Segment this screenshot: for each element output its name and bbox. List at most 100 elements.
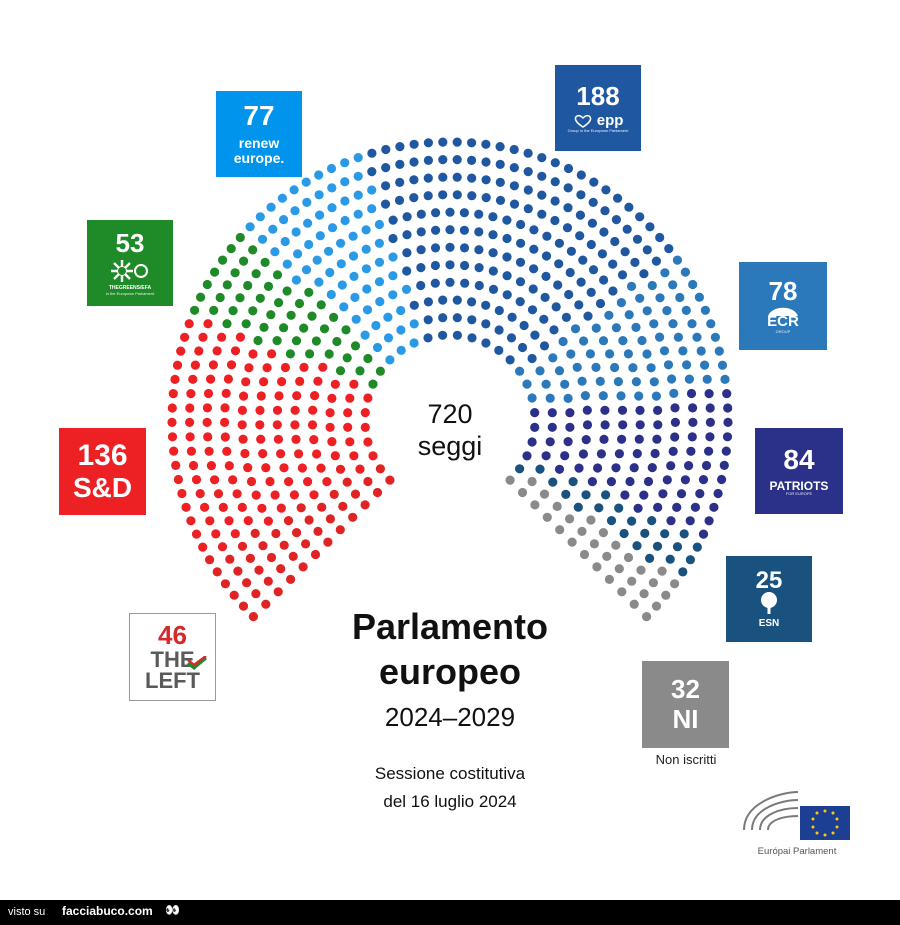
group-box-sd: 136 S&D bbox=[59, 428, 146, 515]
seat-renew-europe- bbox=[289, 185, 299, 195]
seat-ecr bbox=[681, 305, 691, 315]
epp-heart-icon bbox=[574, 115, 591, 129]
seat-s-d bbox=[198, 542, 208, 552]
seat-patriots bbox=[705, 403, 715, 413]
seat-esn bbox=[672, 542, 683, 552]
epp-logo: epp bbox=[573, 113, 623, 129]
seat-ecr bbox=[591, 362, 601, 372]
seat-epp bbox=[459, 225, 469, 235]
seat-epp bbox=[509, 199, 520, 209]
seat-patriots bbox=[670, 417, 681, 427]
seat-ecr bbox=[646, 363, 656, 373]
seat-s-d bbox=[188, 374, 198, 384]
footer-site-link[interactable]: facciabuco.com bbox=[62, 904, 153, 918]
left-logo-text: THE LEFT bbox=[145, 649, 200, 692]
seat-epp bbox=[575, 231, 585, 241]
seat-renew-europe- bbox=[326, 163, 337, 174]
seat-ni bbox=[586, 515, 596, 525]
seat-the-greens-efa bbox=[324, 349, 334, 359]
seat-epp bbox=[445, 207, 455, 217]
seat-s-d bbox=[208, 360, 218, 370]
seat-epp bbox=[562, 223, 573, 233]
seat-ecr bbox=[598, 391, 608, 401]
seat-patriots bbox=[676, 489, 687, 499]
ni-seats: 32 bbox=[671, 673, 700, 704]
seat-renew-europe- bbox=[374, 219, 384, 230]
seat-ecr bbox=[678, 346, 688, 356]
seat-patriots bbox=[722, 432, 733, 442]
seat-epp bbox=[381, 144, 391, 155]
seat-s-d bbox=[200, 502, 210, 512]
seat-epp bbox=[452, 155, 462, 165]
seat-s-d bbox=[256, 391, 266, 401]
seat-renew-europe- bbox=[367, 204, 377, 214]
seat-ecr bbox=[604, 310, 614, 320]
seat-epp bbox=[617, 270, 628, 280]
seat-the-left bbox=[288, 551, 298, 562]
seat-s-d bbox=[168, 389, 178, 399]
seat-renew-europe- bbox=[340, 215, 350, 226]
seat-ni bbox=[565, 514, 575, 524]
seat-s-d bbox=[330, 451, 340, 461]
seat-patriots bbox=[672, 502, 682, 512]
seat-s-d bbox=[297, 463, 307, 473]
seat-the-greens-efa bbox=[355, 366, 365, 376]
seat-ecr bbox=[682, 360, 692, 370]
seat-epp bbox=[459, 243, 470, 253]
seat-s-d bbox=[309, 490, 319, 500]
seat-patriots bbox=[633, 503, 643, 513]
seat-s-d bbox=[265, 476, 275, 487]
seat-ecr bbox=[635, 293, 645, 303]
seat-epp bbox=[540, 292, 550, 302]
seat-ecr bbox=[580, 391, 591, 401]
seat-the-greens-efa bbox=[341, 325, 351, 335]
seat-ecr bbox=[714, 346, 724, 356]
seat-esn bbox=[614, 503, 624, 513]
seat-the-greens-efa bbox=[218, 255, 228, 265]
seat-the-greens-efa bbox=[291, 336, 302, 346]
seat-the-left bbox=[242, 578, 252, 588]
seat-s-d bbox=[355, 464, 365, 474]
seat-epp bbox=[589, 177, 599, 187]
ni-note: Non iscritti bbox=[655, 752, 717, 767]
seat-s-d bbox=[279, 463, 289, 473]
group-box-ni: 32 NI bbox=[642, 661, 729, 748]
seat-patriots bbox=[723, 417, 733, 427]
seat-s-d bbox=[292, 391, 302, 401]
seat-epp bbox=[563, 163, 574, 174]
seat-epp bbox=[481, 157, 491, 167]
seat-patriots bbox=[670, 403, 680, 413]
ni-name: NI bbox=[672, 703, 699, 734]
seat-renew-europe- bbox=[353, 171, 363, 181]
left-seats: 46 bbox=[158, 620, 187, 651]
seat-the-left bbox=[263, 576, 273, 586]
seat-s-d bbox=[238, 434, 248, 444]
seat-renew-europe- bbox=[326, 289, 336, 300]
seat-epp bbox=[423, 297, 433, 307]
seat-s-d bbox=[343, 422, 353, 432]
seat-s-d bbox=[322, 477, 332, 487]
seat-patriots bbox=[554, 464, 565, 474]
hemicycle-chart bbox=[167, 137, 733, 622]
seat-epp bbox=[474, 209, 484, 219]
seat-s-d bbox=[261, 463, 271, 473]
seat-ecr bbox=[563, 393, 573, 403]
seat-epp bbox=[423, 191, 433, 201]
seat-s-d bbox=[360, 422, 370, 432]
term-years: 2024–2029 bbox=[384, 702, 516, 732]
seat-epp bbox=[595, 298, 606, 309]
seat-the-left bbox=[229, 590, 239, 600]
seat-patriots bbox=[690, 502, 701, 512]
seat-the-left bbox=[317, 502, 327, 512]
seat-the-left bbox=[233, 566, 243, 576]
seat-s-d bbox=[220, 432, 230, 442]
seat-renew-europe- bbox=[349, 271, 359, 281]
seat-epp bbox=[423, 155, 433, 165]
seat-renew-europe- bbox=[375, 297, 385, 307]
seat-patriots bbox=[527, 437, 537, 447]
seat-renew-europe- bbox=[280, 236, 290, 247]
seat-ni bbox=[577, 526, 587, 537]
seat-epp bbox=[495, 177, 505, 187]
seat-epp bbox=[481, 175, 491, 185]
seat-ni bbox=[627, 576, 637, 586]
